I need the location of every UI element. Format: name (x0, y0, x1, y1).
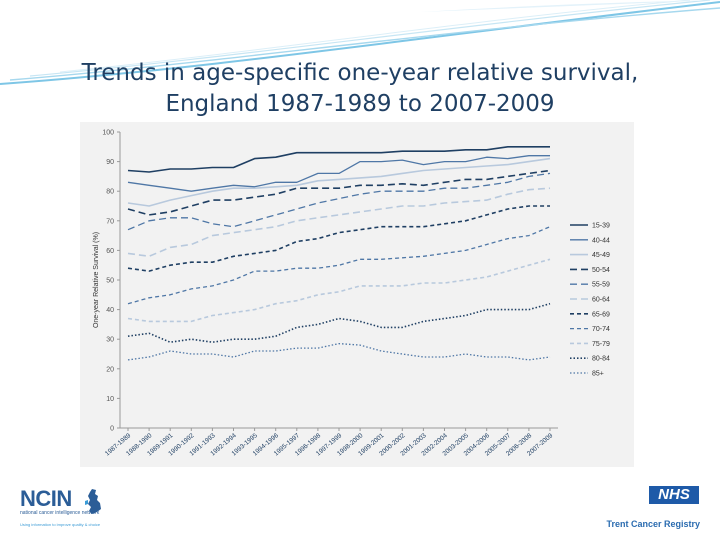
series-line-85plus (127, 342, 551, 361)
y-tick-label: 100 (102, 130, 114, 137)
uk-map-logo-icon (85, 489, 101, 514)
ncin-logo-text: NCIN (20, 486, 72, 511)
y-tick-label: 20 (106, 366, 114, 373)
series-line-45-49 (127, 157, 551, 207)
legend-label: 85+ (592, 371, 604, 378)
series-line-75-79 (127, 258, 551, 323)
y-axis-title: One-year Relative Survival (%) (93, 232, 100, 328)
y-tick-label: 60 (106, 248, 114, 255)
series-line-15-39 (127, 145, 550, 173)
y-tick-label: 40 (106, 307, 114, 314)
series-line-40-44 (127, 155, 550, 192)
series-line-65-69 (127, 205, 550, 272)
legend-label: 75-79 (592, 341, 610, 348)
slide-title-line-1: Trends in age-specific one-year relative… (81, 60, 639, 86)
legend-label: 60-64 (592, 297, 610, 304)
series-line-55-59 (127, 172, 551, 231)
legend-label: 50-54 (592, 267, 610, 274)
legend-label: 45-49 (592, 252, 610, 259)
legend-label: 80-84 (592, 356, 610, 363)
slide-title: Trends in age-specific one-year relative… (20, 58, 700, 120)
legend-label: 55-59 (592, 282, 610, 289)
series-line-80-84 (127, 302, 551, 343)
slide-title-line-2: England 1987-1989 to 2007-2009 (165, 91, 555, 117)
y-tick-label: 50 (106, 278, 114, 285)
trent-cancer-registry-label: Trent Cancer Registry (606, 519, 700, 529)
legend-label: 15-39 (592, 223, 610, 230)
ncin-full-name: national cancer intelligence network (20, 510, 100, 516)
y-tick-label: 30 (106, 337, 114, 344)
y-tick-label: 10 (106, 396, 114, 403)
nhs-badge: NHS (649, 486, 699, 504)
legend-label: 70-74 (592, 326, 610, 333)
line-chart: 0 10 20 30 40 50 60 70 80 90 100 One-year Relative … (93, 130, 610, 458)
legend-label: 40-44 (592, 237, 610, 244)
y-tick-label: 0 (110, 426, 114, 433)
y-tick-label: 90 (106, 159, 114, 166)
header-swoosh-decoration (0, 0, 720, 85)
series-line-60-64 (127, 187, 551, 258)
ncin-tagline: Using information to improve quality & c… (20, 522, 101, 527)
y-tick-label: 80 (106, 189, 114, 196)
chart-panel: 0 10 20 30 40 50 60 70 80 90 100 One-year Relative … (80, 122, 634, 467)
y-tick-label: 70 (106, 218, 114, 225)
legend-label: 65-69 (592, 311, 610, 318)
series-line-70-74 (127, 226, 551, 305)
series-line-50-54 (127, 169, 551, 216)
